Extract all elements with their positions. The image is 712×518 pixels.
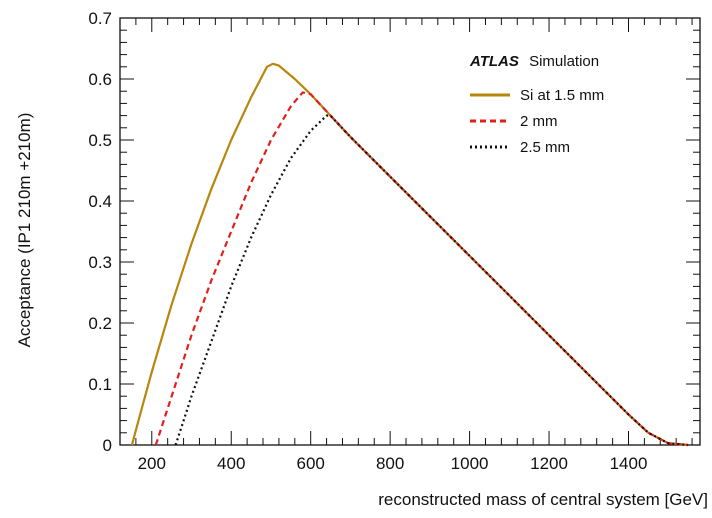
y-tick-label: 0.3 xyxy=(88,253,112,272)
legend: ATLAS Simulation Si at 1.5 mm 2 mm 2.5 mm xyxy=(469,53,604,156)
y-tick-label: 0.4 xyxy=(88,192,112,211)
y-axis-title: Acceptance (IP1 210m +210m) xyxy=(15,113,34,348)
legend-label: Si at 1.5 mm xyxy=(520,87,604,104)
x-tick-label: 600 xyxy=(296,454,324,473)
legend-label: 2.5 mm xyxy=(520,139,570,156)
y-tick-label: 0 xyxy=(103,436,112,455)
x-tick-label: 1200 xyxy=(530,454,568,473)
x-tick-label: 200 xyxy=(138,454,166,473)
x-tick-label: 400 xyxy=(217,454,245,473)
legend-header-bold: ATLAS xyxy=(469,53,519,70)
series-line-1 xyxy=(130,62,689,447)
legend-header-rest: Simulation xyxy=(529,53,599,70)
x-axis: 200 400 600 800 1000 1200 1400 xyxy=(119,18,693,473)
legend-header: ATLAS Simulation xyxy=(469,53,599,70)
series-line-3 xyxy=(174,114,689,447)
y-tick-label: 0.5 xyxy=(88,131,112,150)
y-tick-label: 0.7 xyxy=(88,9,112,28)
plot-area xyxy=(119,17,701,446)
plot-frame xyxy=(119,17,701,446)
y-tick-label: 0.6 xyxy=(88,70,112,89)
x-tick-label: 1400 xyxy=(610,454,648,473)
x-axis-title: reconstructed mass of central system [Ge… xyxy=(378,490,708,509)
y-axis: 0 0.1 0.2 0.3 0.4 0.5 0.6 0.7 xyxy=(88,9,700,455)
y-tick-label: 0.2 xyxy=(88,314,112,333)
x-tick-label: 1000 xyxy=(451,454,489,473)
series-layer xyxy=(130,62,689,447)
y-tick-label: 0.1 xyxy=(88,375,112,394)
legend-label: 2 mm xyxy=(520,113,558,130)
series-line-2 xyxy=(154,91,689,447)
x-tick-label: 800 xyxy=(376,454,404,473)
